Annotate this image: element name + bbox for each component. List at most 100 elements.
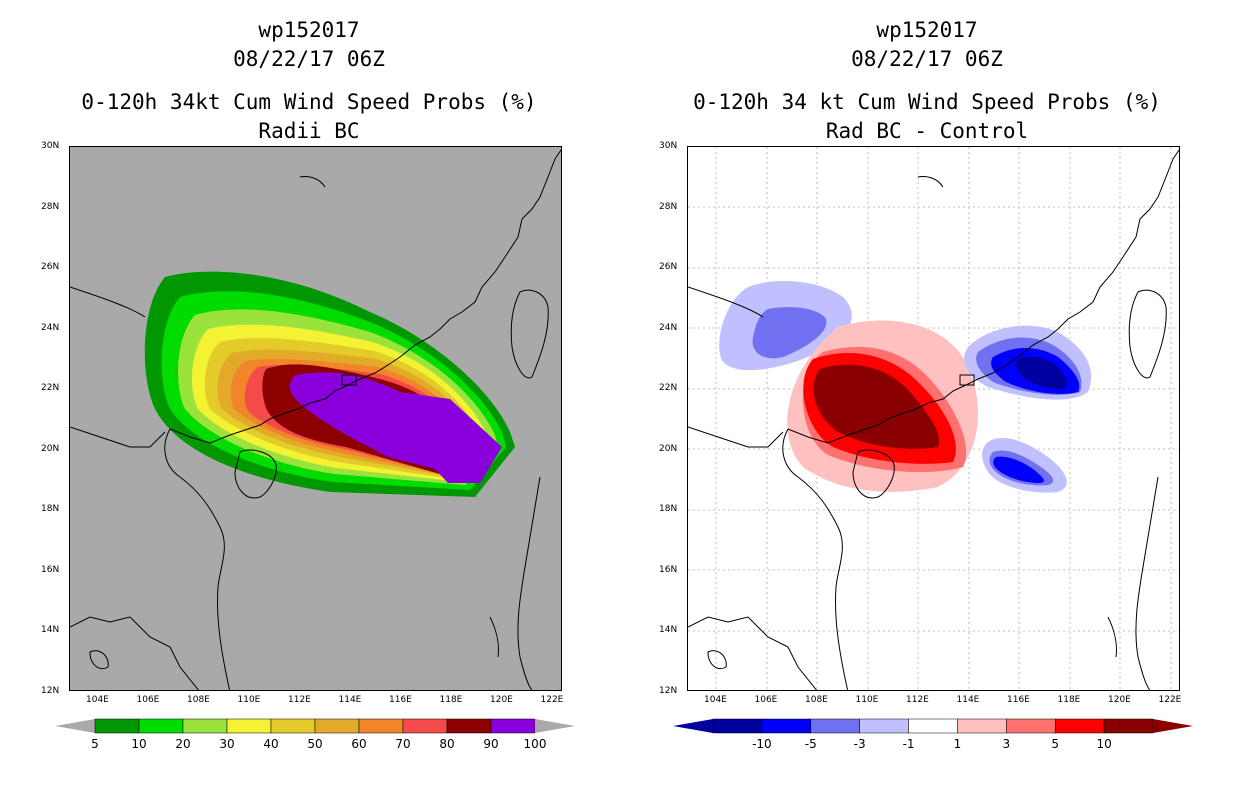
left-colorbar-segment — [402, 718, 448, 734]
left-colorbar-label: 50 — [307, 737, 323, 751]
left-lon-label: 118E — [439, 695, 463, 705]
right-colorbar-label: 1 — [953, 737, 962, 751]
right-colorbar-label: 5 — [1051, 737, 1060, 751]
left-colorbar-high-arrow — [535, 719, 575, 733]
right-title: 0-120h 34 kt Cum Wind Speed Probs (%) — [693, 90, 1161, 114]
right-difference-map — [687, 146, 1180, 691]
right-lon-label: 114E — [956, 695, 980, 705]
right-colorbar — [673, 718, 1193, 734]
right-lon-label: 120E — [1108, 695, 1131, 705]
right-colorbar-label: -3 — [853, 737, 866, 751]
left-coastline — [70, 149, 561, 690]
left-lat-label: 16N — [41, 564, 60, 575]
right-colorbar-label: -10 — [752, 737, 772, 751]
right-lat-label: 18N — [659, 504, 678, 515]
right-colorbar-label: -5 — [804, 737, 817, 751]
right-colorbar-low-arrow — [673, 719, 713, 733]
right-lon-label: 112E — [906, 695, 929, 705]
left-lat-label: 20N — [41, 443, 60, 454]
right-lat-label: 28N — [659, 201, 678, 212]
left-probability-map — [69, 146, 562, 691]
left-lon-label: 110E — [237, 695, 261, 705]
left-colorbar-segment — [314, 718, 360, 734]
left-storm-id: wp152017 — [258, 18, 360, 42]
left-colorbar-low-arrow — [55, 719, 95, 733]
left-colorbar-label: 40 — [263, 737, 279, 751]
right-map-graphic — [688, 147, 1179, 690]
left-colorbar-label: 30 — [219, 737, 235, 751]
neg-blob-south-5 — [993, 456, 1044, 483]
right-colorbar-segment — [1103, 718, 1154, 734]
left-lat-label: 22N — [41, 383, 60, 394]
left-colorbar-label: 90 — [483, 737, 499, 751]
right-lat-label: 20N — [659, 443, 678, 454]
right-lon-label: 116E — [1007, 695, 1030, 705]
left-colorbar-segment — [182, 718, 228, 734]
right-colorbar-label: -1 — [902, 737, 915, 751]
right-colorbar-segment — [859, 718, 909, 734]
left-lat-label: 26N — [41, 262, 60, 273]
left-lon-label: 108E — [187, 695, 210, 705]
left-lat-label: 24N — [41, 322, 60, 333]
right-lon-label: 110E — [855, 695, 879, 705]
left-lon-label: 122E — [540, 695, 564, 705]
right-colorbar-segment — [957, 718, 1007, 734]
right-lat-label: 16N — [659, 564, 678, 575]
right-colorbar-label: 3 — [1002, 737, 1011, 751]
left-title: 0-120h 34kt Cum Wind Speed Probs (%) — [81, 90, 537, 114]
left-lat-label: 18N — [41, 504, 60, 515]
right-colorbar-high-arrow — [1153, 719, 1193, 733]
left-colorbar-label: 5 — [91, 737, 99, 751]
left-lon-label: 116E — [389, 695, 412, 705]
left-colorbar-label: 100 — [523, 737, 547, 751]
right-colorbar-segment — [908, 718, 958, 734]
right-colorbar-segment — [810, 718, 860, 734]
left-colorbar-segment — [226, 718, 272, 734]
right-lon-label: 122E — [1158, 695, 1182, 705]
right-colorbar-segment — [712, 718, 763, 734]
left-colorbar-segment — [270, 718, 316, 734]
left-lat-label: 30N — [41, 141, 60, 151]
left-colorbar-segment — [490, 718, 536, 734]
left-colorbar-segment — [358, 718, 404, 734]
right-lat-label: 22N — [659, 383, 678, 394]
left-lat-label: 12N — [41, 686, 60, 696]
right-datetime: 08/22/17 06Z — [851, 47, 1003, 71]
right-lat-label: 12N — [659, 686, 678, 696]
right-lon-label: 118E — [1057, 695, 1081, 705]
right-storm-id: wp152017 — [876, 18, 978, 42]
right-lon-label: 106E — [754, 695, 778, 705]
left-subtitle: Radii BC — [258, 119, 360, 143]
neg-blob-west-3 — [752, 307, 827, 359]
right-subtitle: Rad BC - Control — [825, 119, 1029, 143]
right-colorbar-label: 10 — [1096, 737, 1112, 751]
right-lon-label: 108E — [805, 695, 828, 705]
left-colorbar-label: 10 — [131, 737, 147, 751]
left-colorbar-label: 70 — [395, 737, 411, 751]
left-lon-label: 106E — [136, 695, 160, 705]
left-map-graphic — [70, 149, 561, 690]
right-coastline — [688, 149, 1179, 690]
left-colorbar-segment — [94, 718, 140, 734]
left-datetime: 08/22/17 06Z — [233, 47, 385, 71]
left-colorbar-label: 20 — [175, 737, 191, 751]
neg-blob-east-10 — [1015, 356, 1068, 390]
left-lat-label: 28N — [41, 201, 60, 212]
left-colorbar-label: 80 — [439, 737, 455, 751]
left-lon-label: 104E — [86, 695, 109, 705]
left-colorbar-segment — [446, 718, 492, 734]
right-lat-label: 24N — [659, 322, 678, 333]
prob-band-90 — [289, 372, 502, 483]
right-lon-label: 104E — [704, 695, 727, 705]
left-lat-label: 14N — [41, 625, 60, 636]
left-lon-label: 114E — [338, 695, 362, 705]
left-lon-label: 120E — [490, 695, 513, 705]
left-lon-label: 112E — [288, 695, 311, 705]
right-colorbar-segment — [761, 718, 812, 734]
left-colorbar — [55, 718, 575, 734]
left-colorbar-label: 60 — [351, 737, 367, 751]
right-colorbar-segment — [1006, 718, 1056, 734]
pos-blob-10 — [813, 364, 940, 449]
right-colorbar-segment — [1054, 718, 1105, 734]
right-lat-label: 26N — [659, 262, 678, 273]
